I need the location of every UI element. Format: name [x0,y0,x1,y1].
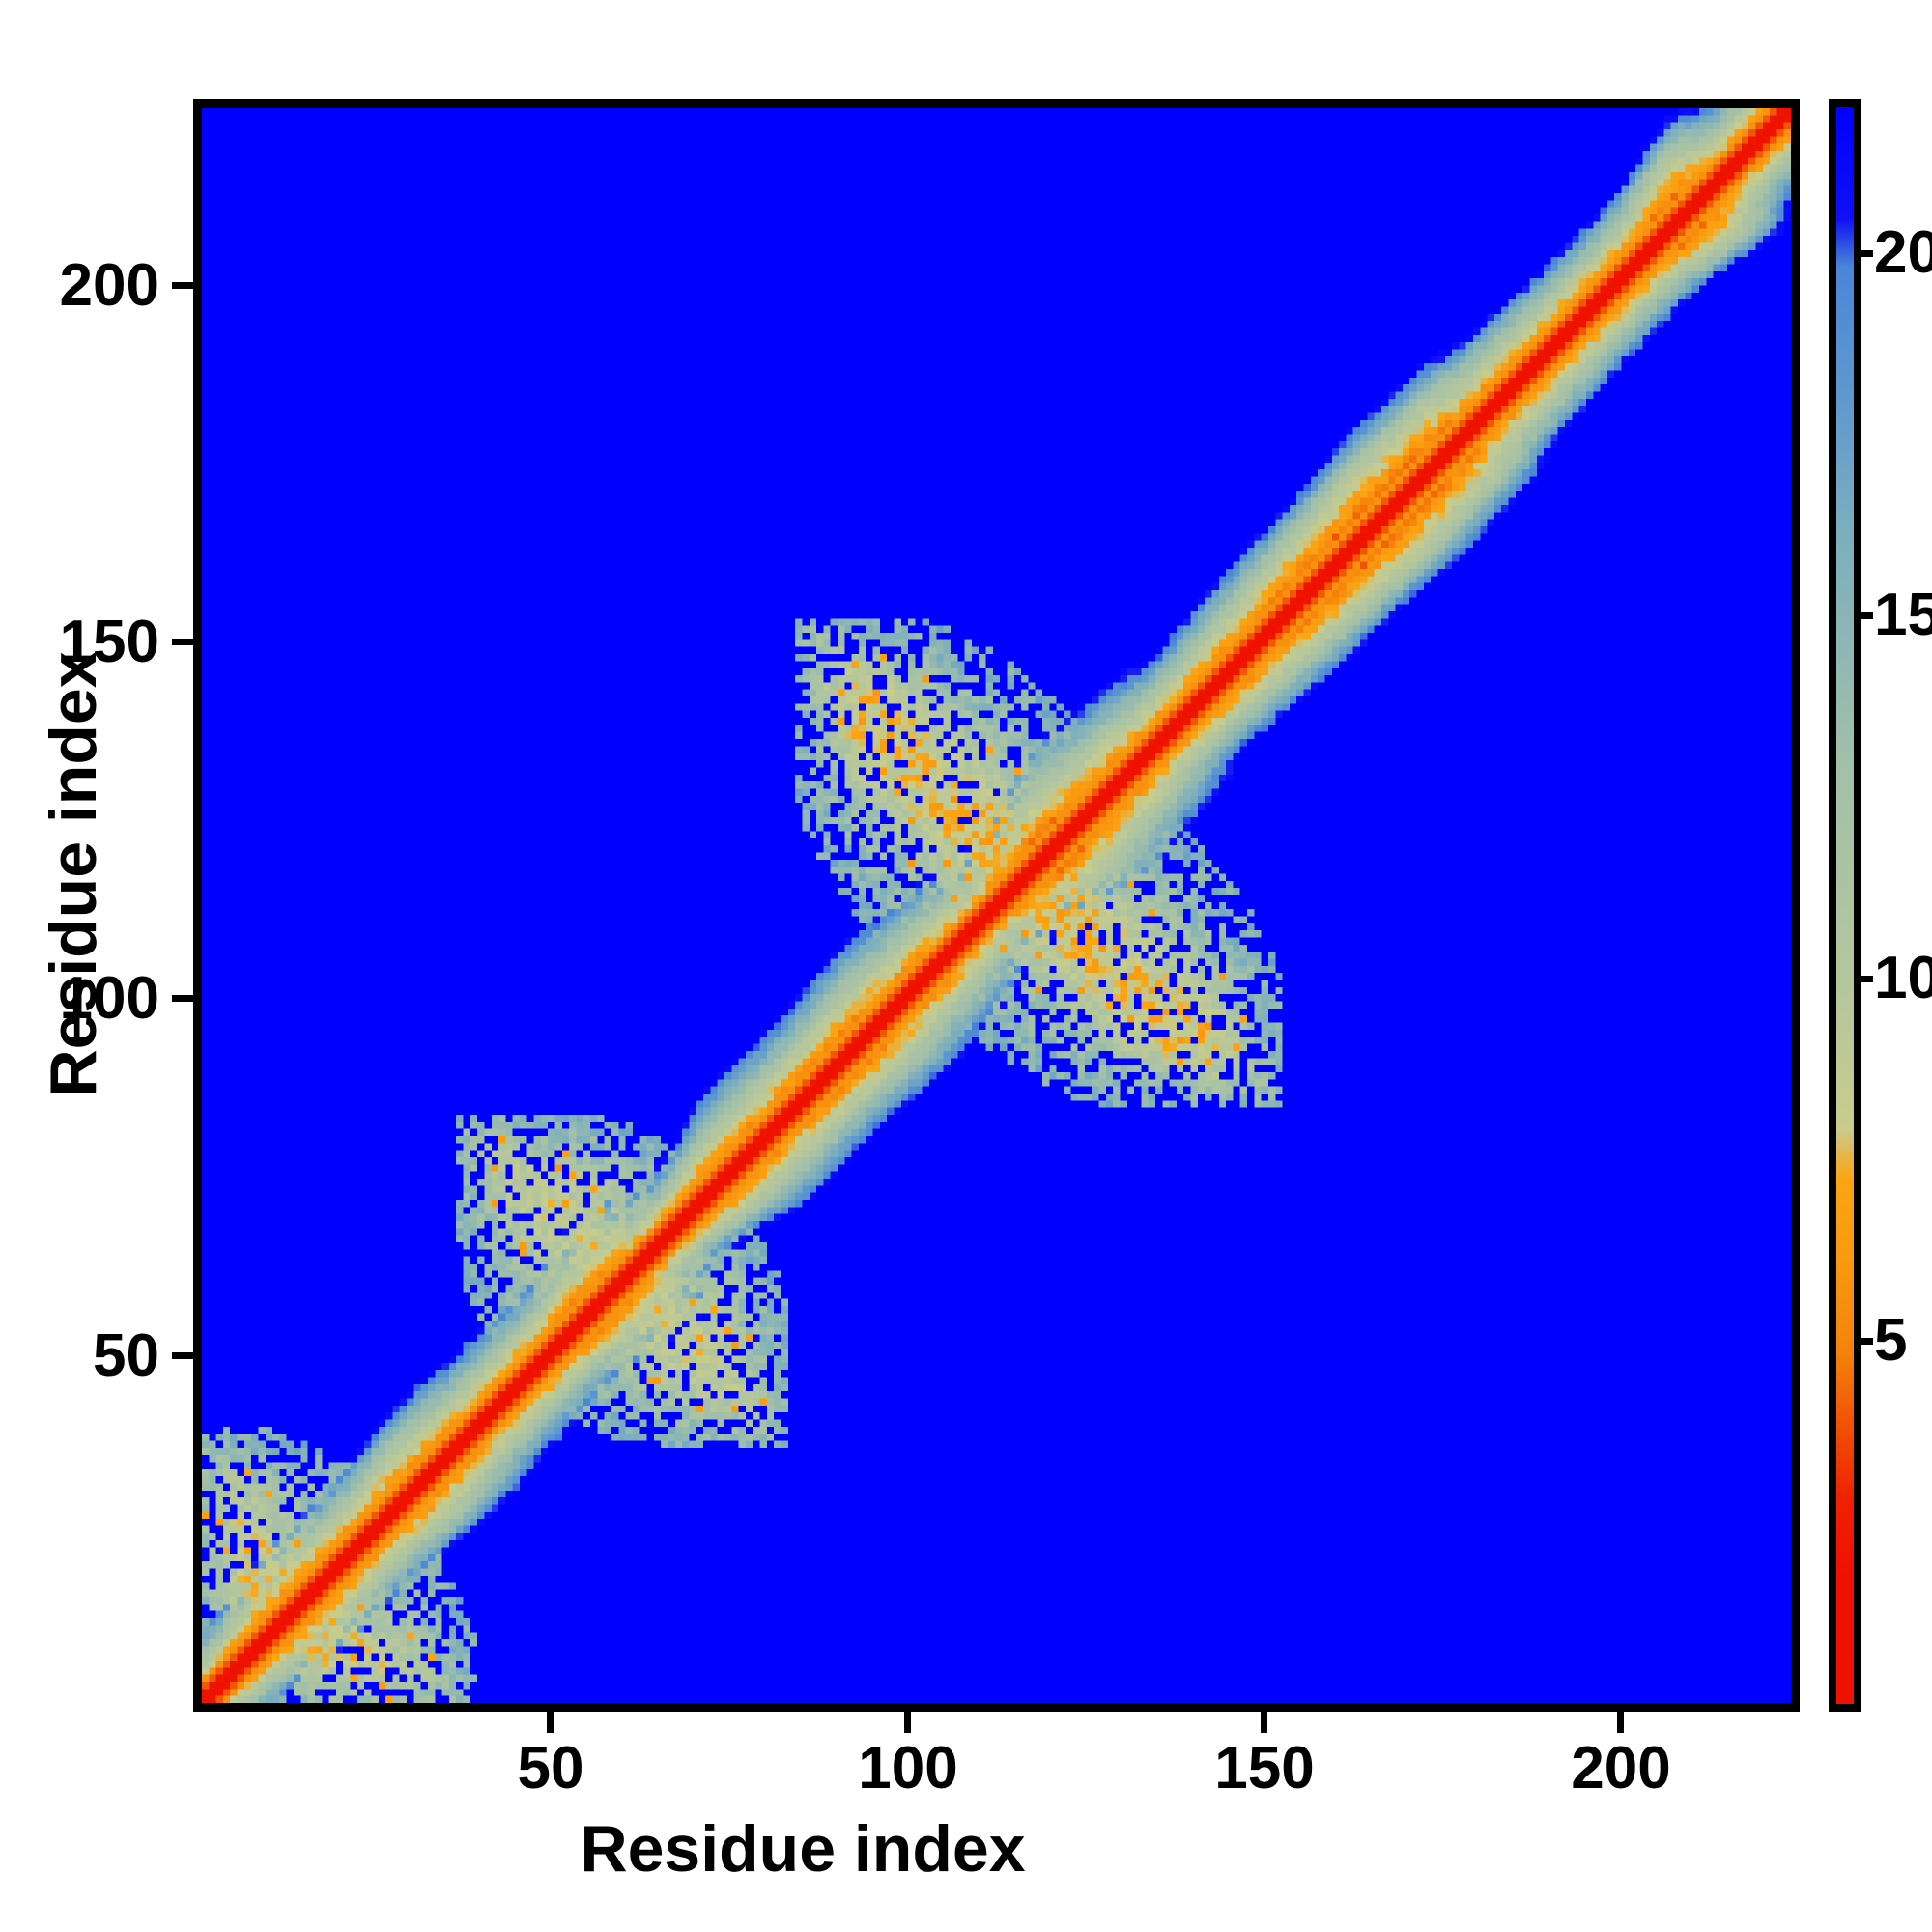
x-tick-50 [547,1712,554,1733]
x-tick-100 [904,1712,911,1733]
x-ticklabel-100: 100 [858,1735,958,1802]
y-ticklabel-200: 200 [59,252,159,319]
colorbar-ticklabel-15: 15 [1874,582,1932,648]
y-tick-100 [172,995,193,1002]
y-tick-200 [172,282,193,289]
colorbar-tick-20 [1856,250,1873,257]
colorbar-gradient [1836,107,1854,1704]
y-ticklabel-100: 100 [59,965,159,1032]
x-ticklabel-50: 50 [517,1735,584,1802]
y-tick-50 [172,1352,193,1359]
y-tick-150 [172,639,193,645]
heatmap-image [202,108,1791,1703]
colorbar [1829,99,1861,1712]
colorbar-ticklabel-5: 5 [1874,1307,1908,1374]
colorbar-tick-10 [1856,976,1873,982]
x-ticklabel-150: 150 [1214,1735,1315,1802]
colorbar-ticklabel-10: 10 [1874,945,1932,1011]
x-axis-label: Residue index [580,1812,1026,1886]
x-ticklabel-200: 200 [1571,1735,1671,1802]
heatmap-plot-area [193,99,1800,1712]
y-ticklabel-50: 50 [93,1322,159,1389]
colorbar-tick-5 [1856,1338,1873,1345]
y-axis-label: Residue index [37,651,110,1097]
y-ticklabel-150: 150 [59,609,159,675]
x-tick-200 [1617,1712,1624,1733]
colorbar-ticklabel-20: 20 [1874,219,1932,286]
x-tick-150 [1261,1712,1267,1733]
colorbar-tick-15 [1856,612,1873,619]
